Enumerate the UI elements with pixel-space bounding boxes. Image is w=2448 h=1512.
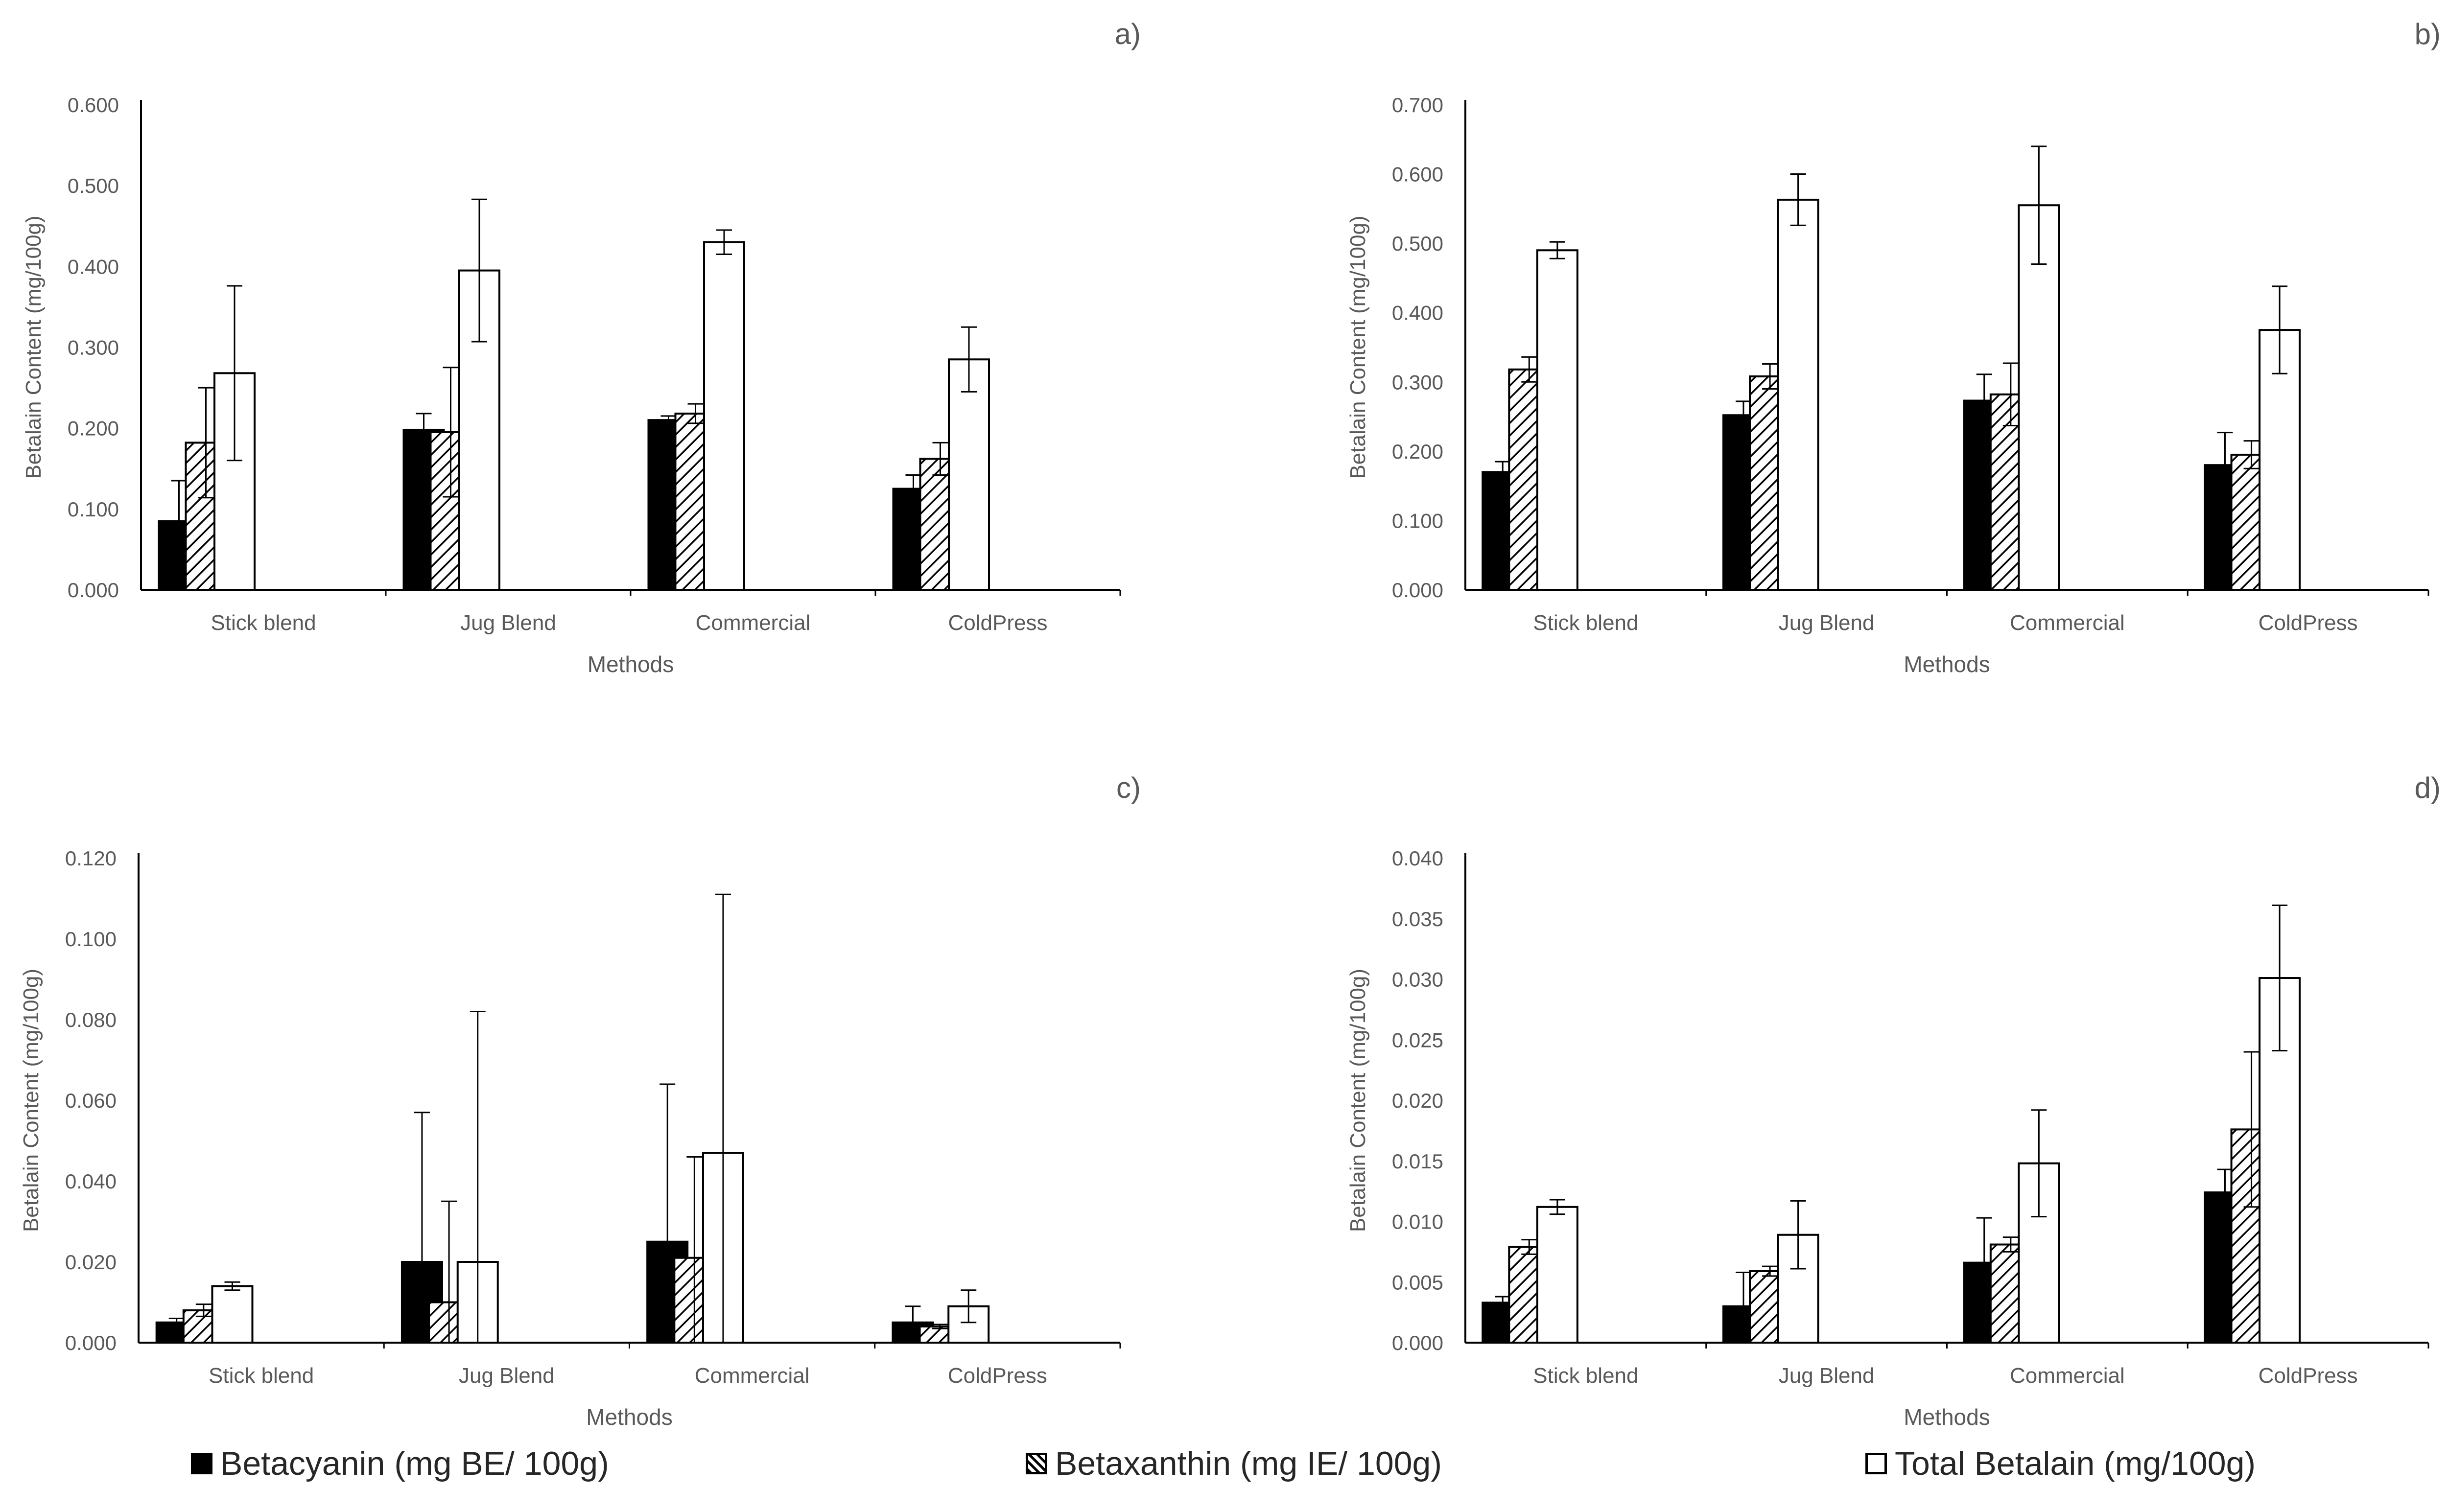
y-tick-label: 0.200: [68, 417, 119, 440]
y-tick-label: 0.040: [1392, 847, 1443, 870]
x-tick-label: Commercial: [696, 611, 811, 635]
bar-total: [1536, 249, 1578, 591]
y-tick-label: 0.005: [1392, 1271, 1443, 1294]
y-tick-label: 0.100: [65, 928, 117, 951]
legend-label-total: Total Betalain (mg/100g): [1895, 1445, 2256, 1482]
panel-label: d): [2415, 771, 2441, 804]
y-tick-label: 0.600: [1392, 163, 1443, 186]
x-axis-title: Methods: [1904, 651, 1990, 677]
x-tick-label: Commercial: [2010, 1364, 2125, 1388]
y-tick-label: 0.700: [1392, 93, 1443, 116]
x-tick-label: Stick blend: [209, 1364, 314, 1388]
y-tick-label: 0.600: [68, 93, 119, 116]
y-tick-label: 0.060: [65, 1089, 117, 1112]
legend-item-betaxanthin: Betaxanthin (mg IE/ 100g): [1026, 1439, 1442, 1488]
legend-label-betacyanin: Betacyanin (mg BE/ 100g): [220, 1445, 609, 1482]
legend-item-total: Total Betalain (mg/100g): [1865, 1439, 2256, 1488]
chart-panel: a) 0.000 0.100 0.200 0.300 0.400 0.500 0.600 Bet…: [22, 18, 1141, 677]
x-tick-label: Jug Blend: [459, 1364, 555, 1388]
y-tick-label: 0.500: [1392, 232, 1443, 255]
y-tick-label: 0.020: [65, 1251, 117, 1274]
x-tick-label: ColdPress: [948, 1364, 1047, 1388]
y-tick-label: 0.100: [68, 498, 119, 521]
chart-panel: d) 0.000 0.005 0.010 0.015 0.020 0.025 0.030 0.0…: [1346, 771, 2441, 1430]
x-axis-title: Methods: [588, 651, 674, 677]
chart-panels: a) 0.000 0.100 0.200 0.300 0.400 0.500 0.600 Bet…: [19, 18, 2441, 1430]
y-axis-title: Betalain Content (mg/100g): [22, 215, 46, 479]
total-swatch: [1865, 1453, 1887, 1474]
x-axis-title: Methods: [1904, 1404, 1990, 1430]
legend-item-betacyanin: Betacyanin (mg BE/ 100g): [191, 1439, 609, 1488]
y-tick-label: 0.400: [1392, 302, 1443, 325]
y-tick-label: 0.080: [65, 1008, 117, 1031]
y-tick-label: 0.025: [1392, 1028, 1443, 1051]
x-tick-label: Jug Blend: [1779, 611, 1875, 635]
chart-panel: b) 0.000 0.100 0.200 0.300 0.400 0.500 0.600 0.7…: [1346, 18, 2441, 677]
x-tick-label: Stick blend: [1533, 611, 1638, 635]
y-tick-label: 0.030: [1392, 968, 1443, 991]
y-tick-label: 0.000: [65, 1331, 117, 1354]
y-tick-label: 0.000: [1392, 1331, 1443, 1354]
chart-panel: c) 0.000 0.020 0.040 0.060 0.080 0.100 0.120 Bet…: [19, 771, 1141, 1430]
bar-total: [211, 1285, 254, 1344]
x-tick-label: Stick blend: [211, 611, 316, 635]
y-tick-label: 0.015: [1392, 1150, 1443, 1173]
y-axis-title: Betalain Content (mg/100g): [1346, 215, 1370, 479]
betacyanin-swatch: [191, 1453, 212, 1474]
y-tick-label: 0.300: [68, 336, 119, 359]
betaxanthin-swatch: [1026, 1453, 1047, 1474]
x-tick-label: Jug Blend: [1779, 1364, 1875, 1388]
y-tick-label: 0.300: [1392, 371, 1443, 394]
panel-label: c): [1116, 771, 1141, 804]
y-tick-label: 0.000: [68, 579, 119, 602]
bar-total: [1536, 1206, 1578, 1344]
y-tick-label: 0.000: [1392, 579, 1443, 602]
y-tick-label: 0.400: [68, 255, 119, 278]
x-tick-label: ColdPress: [2259, 1364, 2358, 1388]
bar-total: [948, 358, 990, 591]
x-tick-label: ColdPress: [2259, 611, 2358, 635]
x-tick-label: Jug Blend: [460, 611, 556, 635]
y-tick-label: 0.035: [1392, 907, 1443, 930]
y-tick-label: 0.010: [1392, 1210, 1443, 1233]
panel-label: b): [2415, 18, 2441, 50]
y-tick-label: 0.100: [1392, 509, 1443, 532]
bar-total: [1777, 198, 1819, 591]
y-tick-label: 0.120: [65, 847, 117, 870]
y-axis-title: Betalain Content (mg/100g): [19, 969, 43, 1232]
legend-label-betaxanthin: Betaxanthin (mg IE/ 100g): [1055, 1445, 1442, 1482]
x-tick-label: Commercial: [695, 1364, 810, 1388]
x-axis-title: Methods: [586, 1404, 672, 1430]
x-tick-label: Commercial: [2010, 611, 2125, 635]
y-tick-label: 0.500: [68, 174, 119, 197]
y-tick-label: 0.040: [65, 1170, 117, 1193]
x-tick-label: ColdPress: [948, 611, 1048, 635]
y-axis-title: Betalain Content (mg/100g): [1346, 969, 1370, 1232]
x-tick-label: Stick blend: [1533, 1364, 1638, 1388]
y-tick-label: 0.200: [1392, 440, 1443, 463]
panel-label: a): [1115, 18, 1141, 50]
y-tick-label: 0.020: [1392, 1089, 1443, 1112]
bar-total: [947, 1305, 990, 1344]
bar-total: [703, 241, 745, 591]
